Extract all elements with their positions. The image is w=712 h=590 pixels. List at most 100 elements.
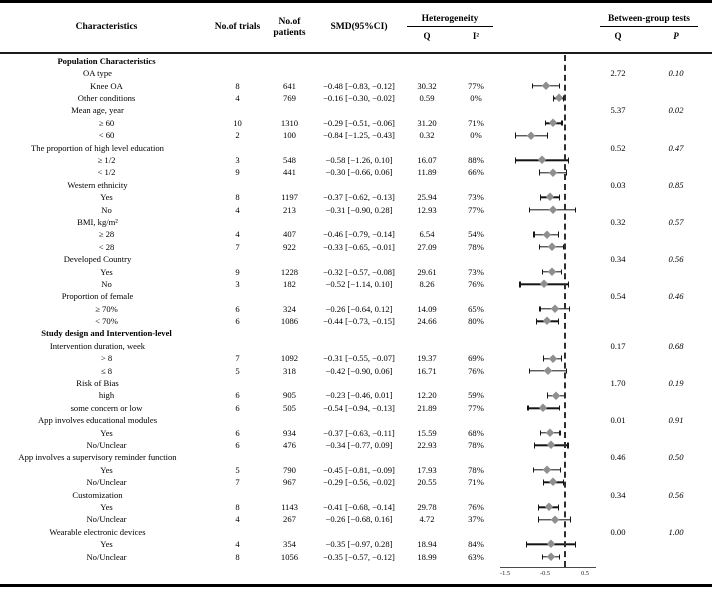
het-i2-value: 71% xyxy=(468,477,484,488)
forest-plot-cell xyxy=(499,377,596,389)
smd-value: −0.26 [−0.64, 0.12] xyxy=(325,303,393,314)
table-row: Yes 5 790 −0.45 [−0.81, −0.09] 17.93 78% xyxy=(0,464,712,476)
ci-cap-right xyxy=(563,479,565,486)
het-i2-value: 69% xyxy=(468,353,484,364)
het-q-value: 22.93 xyxy=(417,440,437,450)
het-q-value: 4.72 xyxy=(419,514,435,525)
table-row: < 28 7 922 −0.33 [−0.65, −0.01] 27.09 78% xyxy=(0,241,712,253)
forest-plot-cell xyxy=(499,191,596,203)
forest-plot-cell xyxy=(499,526,596,538)
smd-value: −0.35 [−0.97, 0.28] xyxy=(325,539,393,550)
het-i2-value: 78% xyxy=(468,464,484,475)
trials-value: 4 xyxy=(235,514,240,525)
ci-cap-left xyxy=(542,479,544,486)
point-estimate-marker xyxy=(546,552,556,562)
table-row: some concern or low 6 505 −0.54 [−0.94, −0.… xyxy=(0,402,712,414)
forest-plot-cell xyxy=(499,464,596,476)
het-q-value: 12.93 xyxy=(417,204,437,215)
smd-value: −0.29 [−0.56, −0.02] xyxy=(323,477,395,488)
smd-value: −0.31 [−0.55, −0.07] xyxy=(323,353,395,364)
forest-plot-cell xyxy=(499,390,596,402)
ci-cap-left xyxy=(526,541,528,548)
het-q-value: 11.89 xyxy=(417,167,437,178)
het-q-value: 15.59 xyxy=(417,427,437,438)
ci-cap-left xyxy=(544,120,546,126)
ci-cap-left xyxy=(531,83,533,89)
table-row: App involves educational modules 0.01 0.91 xyxy=(0,414,712,426)
het-q-value: 18.94 xyxy=(417,539,437,550)
bg-q-value: 0.32 xyxy=(610,216,626,227)
patients-value: 641 xyxy=(283,80,296,91)
smd-value: −0.33 [−0.65, −0.01] xyxy=(323,241,395,252)
bg-q-value: 0.54 xyxy=(610,291,626,302)
characteristic-label: No/Unclear xyxy=(86,440,127,450)
table-row: No/Unclear 8 1056 −0.35 [−0.57, −0.12] 18.99… xyxy=(0,551,712,563)
ci-cap-right xyxy=(561,355,563,362)
x-axis-line xyxy=(500,567,596,569)
point-estimate-marker xyxy=(548,477,558,487)
zero-reference-line xyxy=(564,55,566,567)
het-i2-value: 84% xyxy=(468,539,484,550)
bottom-rule xyxy=(0,584,712,587)
trials-value: 6 xyxy=(235,402,240,413)
characteristic-label: ≥ 70% xyxy=(95,303,118,314)
het-i2-value: 78% xyxy=(468,440,484,450)
point-estimate-marker xyxy=(554,93,564,103)
ci-cap-left xyxy=(553,95,555,102)
table-row: ≤ 8 5 318 −0.42 [−0.90, 0.06] 16.71 76% xyxy=(0,365,712,377)
forest-plot-cell xyxy=(499,67,596,79)
ci-cap-right xyxy=(557,318,559,325)
characteristic-label: Knee OA xyxy=(90,80,123,91)
forest-plot-cell xyxy=(499,328,596,340)
characteristic-label: App involves educational modules xyxy=(37,415,158,426)
table-row: Customization 0.34 0.56 xyxy=(0,489,712,501)
point-estimate-marker xyxy=(539,279,549,289)
bg-q-value: 0.34 xyxy=(610,489,626,500)
trials-value: 3 xyxy=(235,155,240,166)
bg-p-value: 0.68 xyxy=(668,340,684,351)
forest-plot-cell xyxy=(499,142,596,154)
characteristic-label: some concern or low xyxy=(70,402,143,413)
characteristic-label: Yes xyxy=(100,192,113,203)
forest-plot-cell xyxy=(499,129,596,141)
column-header-bg-q: Q xyxy=(614,31,622,41)
characteristic-label: Study design and Intervention-level xyxy=(41,328,172,339)
het-q-value: 12.20 xyxy=(417,390,437,401)
ci-cap-right xyxy=(563,95,565,102)
heterogeneity-header-group: Heterogeneity Q I² xyxy=(401,3,499,52)
table-row: ≥ 28 4 407 −0.46 [−0.79, −0.14] 6.54 54% xyxy=(0,228,712,240)
point-estimate-marker xyxy=(541,81,551,91)
het-i2-value: 37% xyxy=(468,514,484,525)
het-i2-value: 63% xyxy=(468,551,484,562)
ci-cap-left xyxy=(540,194,542,201)
patients-value: 548 xyxy=(283,155,296,166)
point-estimate-marker xyxy=(526,131,536,141)
characteristic-label: Population Characteristics xyxy=(57,55,156,66)
characteristic-label: > 8 xyxy=(100,353,113,364)
point-estimate-marker xyxy=(546,440,556,450)
ci-cap-left xyxy=(542,554,544,560)
point-estimate-marker xyxy=(537,155,547,165)
characteristic-label: ≥ 1/2 xyxy=(97,155,116,166)
het-q-value: 16.71 xyxy=(417,365,437,376)
het-q-value: 18.99 xyxy=(417,551,437,562)
table-row: ≥ 1/2 3 548 −0.58 [−1.26, 0.10] 16.07 88% xyxy=(0,154,712,166)
bg-q-value: 0.00 xyxy=(610,526,626,537)
patients-value: 769 xyxy=(283,93,296,104)
trials-value: 6 xyxy=(235,316,240,327)
patients-value: 476 xyxy=(283,440,296,450)
forest-plot-cell xyxy=(499,414,596,426)
het-q-value: 19.37 xyxy=(417,353,437,364)
smd-value: −0.84 [−1.25, −0.43] xyxy=(323,130,395,141)
trials-value: 4 xyxy=(235,93,240,104)
point-estimate-marker xyxy=(543,366,553,376)
table-row: Risk of Bias 1.70 0.19 xyxy=(0,377,712,389)
het-q-value: 21.89 xyxy=(417,402,437,413)
forest-plot-cell xyxy=(499,241,596,253)
ci-cap-right xyxy=(558,504,560,511)
bg-q-value: 1.70 xyxy=(610,378,626,389)
forest-plot-cell xyxy=(499,179,596,191)
patients-value: 1056 xyxy=(280,551,299,562)
het-i2-value: 73% xyxy=(468,192,484,203)
forest-plot-cell xyxy=(499,80,596,92)
